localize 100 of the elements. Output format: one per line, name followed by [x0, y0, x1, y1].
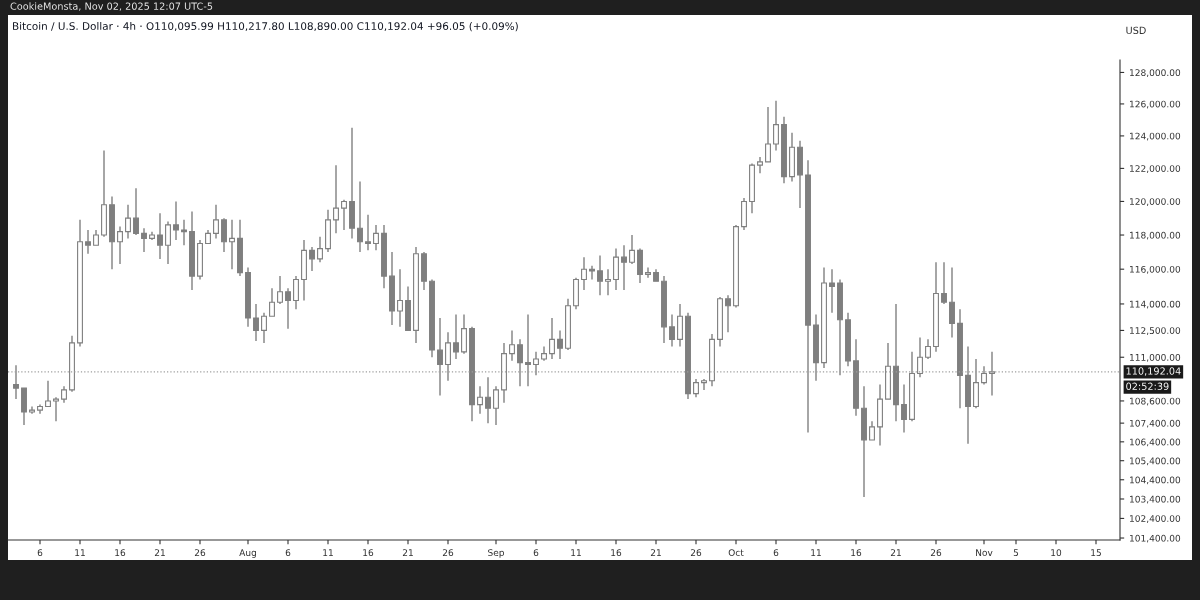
- candlestick: [293, 275, 299, 310]
- candlestick: [373, 224, 379, 252]
- candlestick: [573, 277, 579, 310]
- candlestick: [853, 338, 859, 417]
- x-tick-label: 11: [811, 549, 821, 556]
- candlestick: [533, 351, 539, 377]
- candlestick: [717, 296, 723, 348]
- candlestick: [789, 131, 795, 183]
- candlestick: [557, 329, 563, 360]
- x-tick-label: 21: [402, 549, 413, 556]
- candlestick: [877, 383, 883, 447]
- y-tick-label: 120,000.00: [1130, 198, 1181, 206]
- y-tick-label: 108,600.00: [1130, 397, 1181, 406]
- candlestick: [29, 405, 35, 415]
- candlestick: [965, 345, 971, 445]
- x-tick-label: 11: [571, 549, 581, 556]
- candlestick: [245, 266, 251, 328]
- candlestick: [517, 338, 523, 387]
- y-axis-title: USD: [1126, 26, 1146, 35]
- y-tick-label: 112,500.00: [1130, 327, 1181, 335]
- candlestick: [117, 225, 123, 265]
- candlestick: [285, 287, 291, 330]
- candlestick: [661, 275, 667, 344]
- candlestick: [821, 266, 827, 369]
- candlestick: [477, 385, 483, 415]
- x-tick-label: 16: [611, 549, 622, 557]
- x-tick-label: 21: [650, 549, 661, 556]
- candlestick: [509, 329, 515, 362]
- candlestick: [893, 303, 899, 422]
- candlestick: [581, 256, 587, 291]
- y-tick-label: 105,400.00: [1130, 457, 1181, 466]
- x-tick-label: 26: [930, 549, 942, 557]
- candlestick: [333, 164, 339, 235]
- candlestick: [757, 156, 763, 175]
- candlestick: [829, 268, 835, 314]
- candlestick: [781, 115, 787, 184]
- x-tick-label: 16: [851, 549, 862, 557]
- candlestick: [365, 214, 371, 252]
- candlestick: [381, 224, 387, 289]
- candlestick: [357, 180, 363, 253]
- candlestick: [549, 317, 555, 360]
- candlestick: [261, 312, 267, 344]
- candlestick: [189, 210, 195, 291]
- x-tick-label: 6: [533, 549, 539, 557]
- candlestick: [445, 331, 451, 382]
- candlestick: [797, 140, 803, 209]
- candlestick: [949, 266, 955, 339]
- x-tick-label: Aug: [239, 549, 256, 558]
- candlestick: [165, 220, 171, 265]
- candlestick: [693, 378, 699, 398]
- candlestick: [733, 224, 739, 309]
- candlestick: [621, 244, 627, 291]
- candlestick: [149, 230, 155, 241]
- candlestick: [101, 149, 107, 238]
- x-tick-label: 16: [115, 549, 126, 557]
- candlestick: [493, 385, 499, 426]
- candlestick: [277, 275, 283, 305]
- candlestick: [773, 100, 779, 152]
- candlestick: [469, 326, 475, 422]
- x-tick-label: 26: [194, 549, 206, 557]
- candlestick: [109, 195, 115, 270]
- y-tick-label: 114,000.00: [1130, 300, 1181, 309]
- candlestick: [941, 261, 947, 305]
- candlestick: [925, 338, 931, 360]
- y-tick-label: 103,400.00: [1130, 495, 1181, 504]
- x-tick-label: 26: [442, 549, 454, 557]
- candlestick: [901, 383, 907, 434]
- candlestick: [213, 204, 219, 240]
- candlestick: [589, 265, 595, 281]
- candlestick: [61, 385, 67, 404]
- candlestick: [317, 236, 323, 264]
- x-tick-label: 6: [773, 549, 779, 557]
- candlestick: [725, 294, 731, 333]
- y-tick-label: 102,400.00: [1130, 515, 1181, 523]
- y-tick-label: 101,400.00: [1130, 534, 1181, 543]
- candlestick: [301, 239, 307, 302]
- candlestick: [237, 219, 243, 277]
- x-tick-label: 16: [363, 549, 374, 557]
- candlestick: [485, 376, 491, 424]
- candlestick: [461, 313, 467, 355]
- y-tick-label: 126,000.00: [1130, 100, 1181, 109]
- x-tick-label: Oct: [728, 549, 744, 557]
- candlestick: [957, 308, 963, 410]
- candlestick: [749, 162, 755, 214]
- x-tick-label: 10: [1051, 549, 1062, 557]
- x-tick-label: 6: [285, 549, 291, 557]
- candlestick: [989, 351, 995, 397]
- y-tick-label: 104,400.00: [1130, 476, 1181, 485]
- candlestick: [909, 351, 915, 422]
- text: 02:52:39: [1126, 382, 1169, 390]
- candlestick: [85, 229, 91, 255]
- candlestick: [629, 234, 635, 265]
- y-tick-label: 128,000.00: [1130, 69, 1181, 77]
- candlestick: [221, 217, 227, 253]
- candlestick: [253, 303, 259, 342]
- candlestick: [973, 358, 979, 410]
- candlestick: [429, 278, 435, 358]
- candlestick: [741, 197, 747, 231]
- y-tick-label: 111,000.00: [1130, 353, 1181, 362]
- candlestick: [13, 364, 19, 400]
